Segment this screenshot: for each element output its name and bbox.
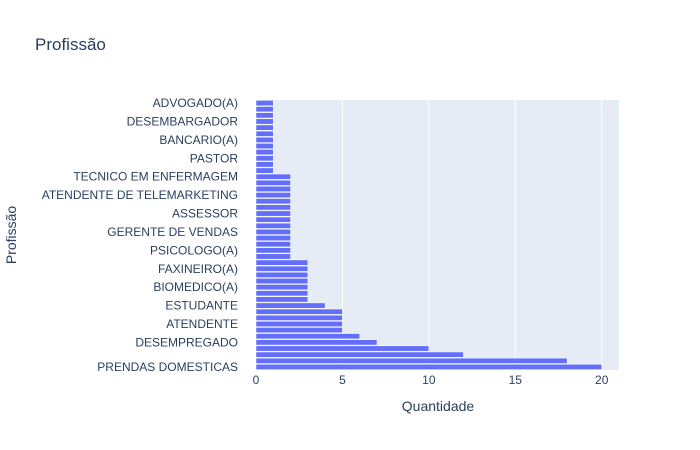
y-tick-label: DESEMPREGADO xyxy=(135,335,238,349)
y-tick-label: ESTUDANTE xyxy=(165,299,238,313)
bar xyxy=(255,192,291,199)
bar xyxy=(255,210,291,217)
bar xyxy=(255,143,274,149)
bar xyxy=(255,259,309,266)
bar xyxy=(255,167,274,174)
bar xyxy=(255,321,343,327)
bar xyxy=(255,173,291,180)
bar xyxy=(255,155,274,162)
bar xyxy=(255,339,378,346)
y-tick-label: TECNICO EM ENFERMAGEM xyxy=(73,170,238,184)
x-tick-label: 5 xyxy=(339,373,346,387)
bar xyxy=(255,179,291,186)
bar xyxy=(255,265,309,272)
y-tick-label: FAXINEIRO(A) xyxy=(158,262,238,276)
bar xyxy=(255,124,274,131)
bar xyxy=(255,314,343,321)
x-tick-label: 20 xyxy=(595,373,609,387)
bar xyxy=(255,198,291,205)
x-tick-label: 0 xyxy=(253,373,260,387)
y-tick-label: ASSESSOR xyxy=(172,207,238,221)
bar xyxy=(255,136,274,143)
bar xyxy=(255,149,274,156)
bars xyxy=(255,100,602,370)
bar xyxy=(255,357,568,364)
bar xyxy=(255,216,291,223)
bar xyxy=(255,186,291,192)
bar xyxy=(255,284,309,291)
bar xyxy=(255,327,343,334)
bar xyxy=(255,271,309,278)
y-tick-label: DESEMBARGADOR xyxy=(127,114,239,128)
bar xyxy=(255,130,274,137)
bar xyxy=(255,278,309,284)
bar xyxy=(255,290,309,297)
y-tick-label: ADVOGADO(A) xyxy=(153,96,238,110)
y-axis-title: Profissão xyxy=(3,206,19,265)
bar xyxy=(255,308,343,315)
bar xyxy=(255,161,274,168)
x-axis-title: Quantidade xyxy=(402,398,475,414)
y-tick-label: BIOMEDICO(A) xyxy=(153,280,238,294)
bar xyxy=(255,351,464,358)
bar xyxy=(255,106,274,113)
y-tick-label: PSICOLOGO(A) xyxy=(150,243,238,257)
bar xyxy=(255,333,360,340)
bar xyxy=(255,112,274,119)
bar xyxy=(255,229,291,235)
y-tick-label: ATENDENTE DE TELEMARKETING xyxy=(42,188,238,202)
y-tick-labels: PRENDAS DOMESTICAS DESEMPREGADO ATENDENTE E… xyxy=(42,96,239,374)
bar xyxy=(255,345,430,352)
x-tick-label: 10 xyxy=(422,373,436,387)
chart-title: Profissão xyxy=(35,35,106,54)
bar xyxy=(255,241,291,248)
y-tick-label: PASTOR xyxy=(190,151,239,165)
y-tick-label: ATENDENTE xyxy=(166,317,238,331)
bar xyxy=(255,204,291,211)
bar xyxy=(255,253,291,260)
bar xyxy=(255,364,602,370)
x-tick-labels: 0 5 10 15 20 xyxy=(253,373,609,387)
x-tick-label: 15 xyxy=(509,373,523,387)
y-tick-label: BANCARIO(A) xyxy=(159,133,238,147)
bar xyxy=(255,296,309,303)
bar xyxy=(255,100,274,106)
bar xyxy=(255,222,291,229)
y-tick-label: PRENDAS DOMESTICAS xyxy=(97,360,238,374)
bar xyxy=(255,302,326,309)
bar xyxy=(255,247,291,254)
bar xyxy=(255,118,274,125)
y-tick-label: GERENTE DE VENDAS xyxy=(107,225,238,239)
bar xyxy=(255,235,291,241)
